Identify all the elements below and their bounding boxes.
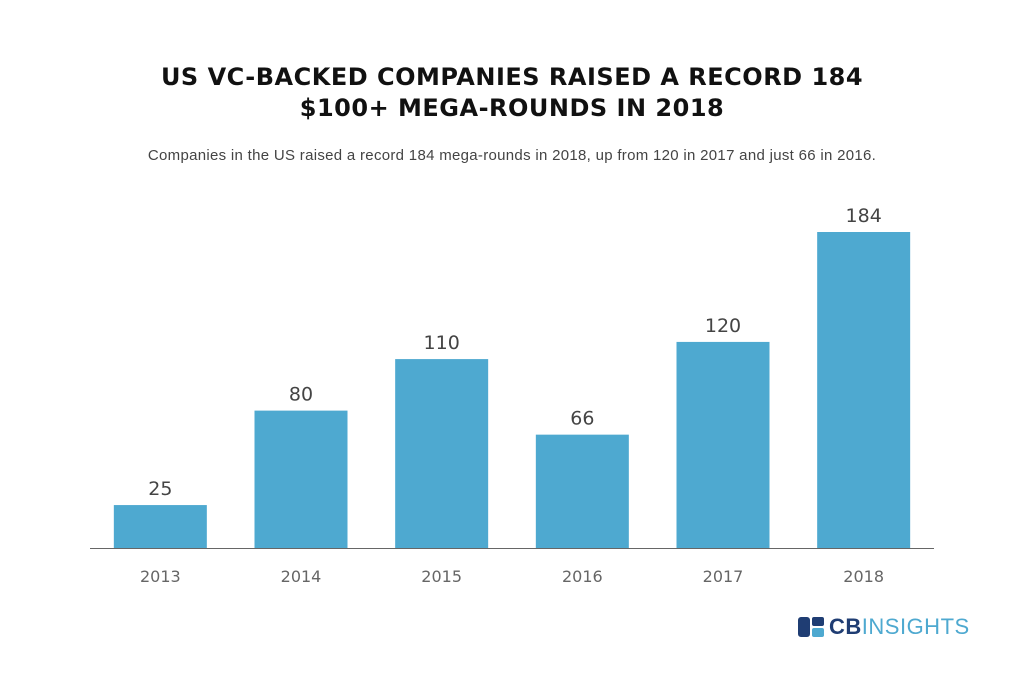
data-labels-group: 25 80 110 66 120 184 bbox=[148, 205, 882, 500]
logo-text-insights: INSIGHTS bbox=[861, 614, 970, 639]
x-tick-label-2015: 2015 bbox=[421, 567, 462, 586]
bar-2014 bbox=[254, 410, 348, 548]
chart-subtitle: Companies in the US raised a record 184 … bbox=[147, 147, 877, 164]
data-label-2013: 25 bbox=[148, 478, 172, 500]
x-tick-label-2017: 2017 bbox=[703, 567, 744, 586]
logo-text-cb: CB bbox=[829, 614, 862, 639]
logo-wordmark: CBINSIGHTS bbox=[829, 615, 970, 639]
chart-title-line-1: US VC-BACKED COMPANIES RAISED A RECORD 1… bbox=[160, 63, 864, 91]
chart-title: US VC-BACKED COMPANIES RAISED A RECORD 1… bbox=[0, 62, 1024, 124]
x-tick-label-2013: 2013 bbox=[140, 567, 181, 586]
x-tick-labels-group: 2013 2014 2015 2016 2017 2018 bbox=[140, 567, 884, 586]
data-label-2017: 120 bbox=[705, 315, 741, 337]
bar-2016 bbox=[535, 434, 629, 548]
x-tick-label-2018: 2018 bbox=[843, 567, 884, 586]
bars-group bbox=[113, 232, 911, 548]
data-label-2016: 66 bbox=[570, 408, 594, 430]
data-label-2015: 110 bbox=[424, 332, 460, 354]
bar-2013 bbox=[113, 505, 207, 548]
cb-insights-logo-icon bbox=[798, 617, 824, 637]
cb-insights-logo: CBINSIGHTS bbox=[798, 615, 970, 639]
data-label-2014: 80 bbox=[289, 384, 313, 406]
x-tick-label-2014: 2014 bbox=[281, 567, 322, 586]
bar-2017 bbox=[676, 341, 770, 548]
bar-2018 bbox=[817, 232, 911, 548]
bar-2015 bbox=[395, 359, 489, 548]
chart-title-line-2: $100+ MEGA-ROUNDS IN 2018 bbox=[299, 94, 725, 122]
data-label-2018: 184 bbox=[846, 205, 882, 227]
x-tick-label-2016: 2016 bbox=[562, 567, 603, 586]
